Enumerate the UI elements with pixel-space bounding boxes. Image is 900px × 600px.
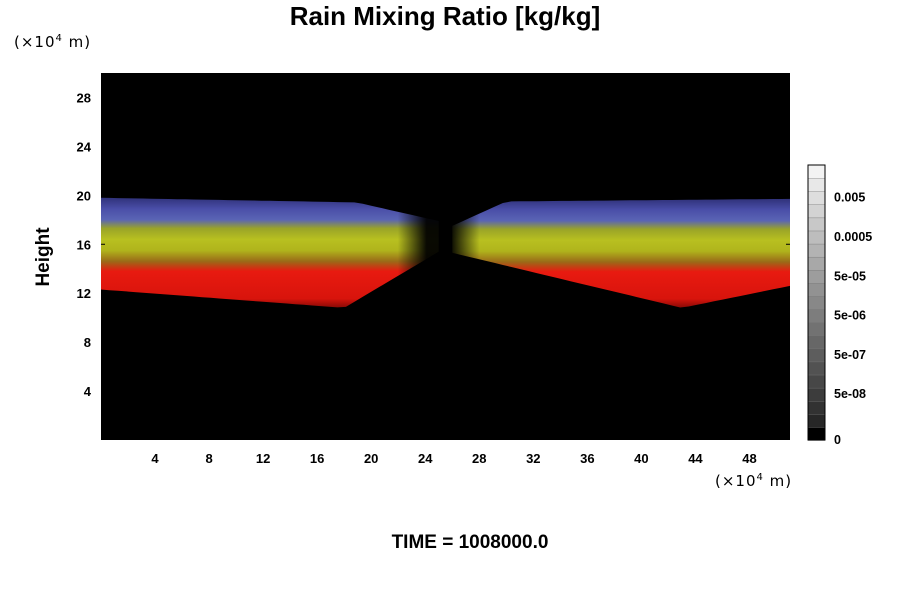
time-label: TIME = 1008000.0 xyxy=(391,532,549,553)
colorbar-level xyxy=(807,177,826,192)
colorbar-level xyxy=(807,269,826,284)
colorbar-frame xyxy=(807,164,826,441)
band-gap xyxy=(397,73,480,440)
colorbar-label: 0.0005 xyxy=(834,230,872,244)
x-tick-label: 28 xyxy=(472,451,486,466)
colorbar-level xyxy=(807,413,826,428)
y-tick-label: 4 xyxy=(84,384,92,399)
y-tick-label: 16 xyxy=(77,237,91,252)
colorbar-level xyxy=(807,348,826,363)
colorbar-level xyxy=(807,335,826,350)
colorbar-level xyxy=(807,190,826,205)
x-tick-label: 20 xyxy=(364,451,378,466)
x-tick-label: 32 xyxy=(526,451,540,466)
x-tick-label: 4 xyxy=(151,451,159,466)
band-right xyxy=(452,198,790,308)
colorbar-level xyxy=(807,243,826,258)
x-axis-unit: (×104 m) xyxy=(715,472,793,490)
colorbar-level xyxy=(807,361,826,376)
colorbar-label: 0.005 xyxy=(834,191,865,205)
y-axis-unit: (×104 m) xyxy=(14,33,92,51)
x-tick-label: 48 xyxy=(742,451,756,466)
colorbar-level xyxy=(807,321,826,336)
colorbar-level xyxy=(807,256,826,271)
y-tick-label: 20 xyxy=(77,188,91,203)
colorbar-level xyxy=(807,400,826,415)
x-tick-label: 40 xyxy=(634,451,648,466)
colorbar-level xyxy=(807,204,826,219)
x-tick-label: 8 xyxy=(205,451,212,466)
colorbar-label: 5e-07 xyxy=(834,348,866,362)
colorbar-level xyxy=(807,217,826,232)
colorbar-label: 5e-06 xyxy=(834,309,866,323)
x-tick-label: 12 xyxy=(256,451,270,466)
x-tick-label: 24 xyxy=(418,451,433,466)
x-tick-label: 16 xyxy=(310,451,324,466)
y-tick-label: 12 xyxy=(77,286,91,301)
colorbar-label: 0 xyxy=(834,433,841,447)
colorbar-label: 5e-05 xyxy=(834,269,866,283)
colorbar-level xyxy=(807,295,826,310)
colorbar-level xyxy=(807,164,826,179)
colorbar-level xyxy=(807,426,826,441)
colorbar-level xyxy=(807,282,826,297)
colorbar-level xyxy=(807,374,826,389)
x-tick-label: 44 xyxy=(688,451,703,466)
colorbar-label: 5e-08 xyxy=(834,387,866,401)
y-tick-label: 8 xyxy=(84,335,91,350)
chart-title: Rain Mixing Ratio [kg/kg] xyxy=(289,1,601,31)
band-left xyxy=(101,197,439,308)
colorbar-level xyxy=(807,308,826,323)
colorbar-level xyxy=(807,230,826,245)
colorbar-level xyxy=(807,387,826,402)
y-tick-label: 24 xyxy=(77,139,92,154)
y-tick-label: 28 xyxy=(77,90,91,105)
x-tick-label: 36 xyxy=(580,451,594,466)
